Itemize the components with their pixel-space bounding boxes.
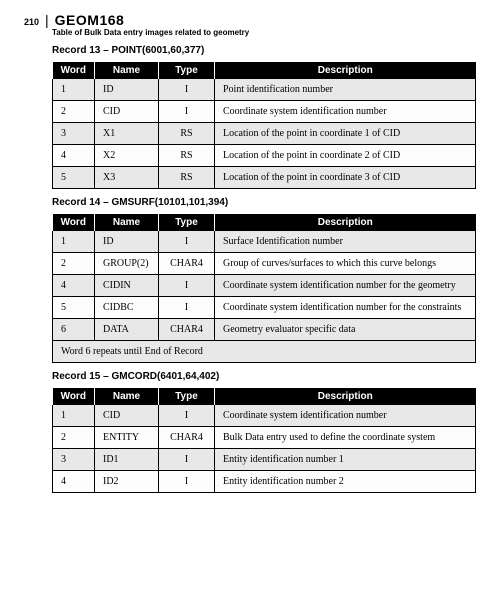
records-container: Record 13 – POINT(6001,60,377)WordNameTy…	[24, 45, 476, 493]
column-header: Type	[159, 214, 215, 231]
column-header: Description	[215, 214, 476, 231]
cell-word: 3	[53, 449, 95, 471]
table-row: 1CIDICoordinate system identification nu…	[53, 405, 476, 427]
column-header: Name	[95, 388, 159, 405]
cell-name: CIDIN	[95, 275, 159, 297]
cell-description: Coordinate system identification number …	[215, 275, 476, 297]
cell-description: Location of the point in coordinate 2 of…	[215, 145, 476, 167]
cell-description: Surface Identification number	[215, 231, 476, 253]
page-subtitle: Table of Bulk Data entry images related …	[52, 28, 476, 37]
cell-name: ID2	[95, 471, 159, 493]
cell-word: 4	[53, 145, 95, 167]
column-header: Description	[215, 62, 476, 79]
header-divider: |	[45, 12, 49, 28]
cell-word: 1	[53, 79, 95, 101]
table-row: 3ID1IEntity identification number 1	[53, 449, 476, 471]
cell-name: CID	[95, 405, 159, 427]
cell-word: 2	[53, 253, 95, 275]
cell-word: 4	[53, 471, 95, 493]
column-header: Name	[95, 214, 159, 231]
cell-word: 1	[53, 405, 95, 427]
cell-name: DATA	[95, 319, 159, 341]
cell-type: I	[159, 297, 215, 319]
record-heading: Record 14 – GMSURF(10101,101,394)	[52, 197, 476, 208]
cell-type: CHAR4	[159, 319, 215, 341]
cell-type: I	[159, 231, 215, 253]
table-footer-row: Word 6 repeats until End of Record	[53, 341, 476, 363]
table-row: 2ENTITYCHAR4Bulk Data entry used to defi…	[53, 427, 476, 449]
cell-word: 2	[53, 427, 95, 449]
table-row: 5CIDBCICoordinate system identification …	[53, 297, 476, 319]
column-header: Type	[159, 388, 215, 405]
cell-description: Point identification number	[215, 79, 476, 101]
cell-type: RS	[159, 123, 215, 145]
cell-name: GROUP(2)	[95, 253, 159, 275]
record-table: WordNameTypeDescription1IDISurface Ident…	[52, 214, 476, 363]
cell-type: RS	[159, 167, 215, 189]
cell-name: ID	[95, 231, 159, 253]
cell-description: Location of the point in coordinate 3 of…	[215, 167, 476, 189]
cell-name: ENTITY	[95, 427, 159, 449]
column-header: Word	[53, 62, 95, 79]
column-header: Word	[53, 388, 95, 405]
cell-description: Group of curves/surfaces to which this c…	[215, 253, 476, 275]
table-row: 2CIDICoordinate system identification nu…	[53, 101, 476, 123]
table-row: 2GROUP(2)CHAR4Group of curves/surfaces t…	[53, 253, 476, 275]
column-header: Name	[95, 62, 159, 79]
cell-name: X2	[95, 145, 159, 167]
cell-type: I	[159, 471, 215, 493]
cell-description: Coordinate system identification number	[215, 101, 476, 123]
cell-type: I	[159, 405, 215, 427]
cell-type: CHAR4	[159, 253, 215, 275]
column-header: Word	[53, 214, 95, 231]
cell-description: Geometry evaluator specific data	[215, 319, 476, 341]
cell-type: I	[159, 449, 215, 471]
table-row: 1IDISurface Identification number	[53, 231, 476, 253]
cell-name: ID1	[95, 449, 159, 471]
cell-type: I	[159, 101, 215, 123]
record-table: WordNameTypeDescription1CIDICoordinate s…	[52, 388, 476, 493]
record-heading: Record 15 – GMCORD(6401,64,402)	[52, 371, 476, 382]
cell-name: X1	[95, 123, 159, 145]
cell-name: CID	[95, 101, 159, 123]
cell-word: 4	[53, 275, 95, 297]
cell-description: Entity identification number 1	[215, 449, 476, 471]
page-number: 210	[24, 17, 39, 27]
cell-description: Coordinate system identification number	[215, 405, 476, 427]
cell-word: 6	[53, 319, 95, 341]
cell-word: 2	[53, 101, 95, 123]
cell-name: X3	[95, 167, 159, 189]
table-row: 4ID2IEntity identification number 2	[53, 471, 476, 493]
cell-type: RS	[159, 145, 215, 167]
record-heading: Record 13 – POINT(6001,60,377)	[52, 45, 476, 56]
cell-word: 5	[53, 167, 95, 189]
table-footer-text: Word 6 repeats until End of Record	[53, 341, 476, 363]
cell-name: ID	[95, 79, 159, 101]
cell-word: 3	[53, 123, 95, 145]
cell-description: Coordinate system identification number …	[215, 297, 476, 319]
table-row: 4CIDINICoordinate system identification …	[53, 275, 476, 297]
page-header: 210 | GEOM168	[24, 12, 476, 28]
cell-description: Location of the point in coordinate 1 of…	[215, 123, 476, 145]
column-header: Type	[159, 62, 215, 79]
table-row: 5X3RSLocation of the point in coordinate…	[53, 167, 476, 189]
cell-name: CIDBC	[95, 297, 159, 319]
cell-type: CHAR4	[159, 427, 215, 449]
page-title: GEOM168	[55, 12, 125, 28]
cell-description: Bulk Data entry used to define the coord…	[215, 427, 476, 449]
table-row: 6DATACHAR4Geometry evaluator specific da…	[53, 319, 476, 341]
table-row: 1IDIPoint identification number	[53, 79, 476, 101]
cell-word: 1	[53, 231, 95, 253]
column-header: Description	[215, 388, 476, 405]
cell-description: Entity identification number 2	[215, 471, 476, 493]
cell-type: I	[159, 79, 215, 101]
cell-type: I	[159, 275, 215, 297]
table-row: 3X1RSLocation of the point in coordinate…	[53, 123, 476, 145]
cell-word: 5	[53, 297, 95, 319]
table-row: 4X2RSLocation of the point in coordinate…	[53, 145, 476, 167]
record-table: WordNameTypeDescription1IDIPoint identif…	[52, 62, 476, 189]
